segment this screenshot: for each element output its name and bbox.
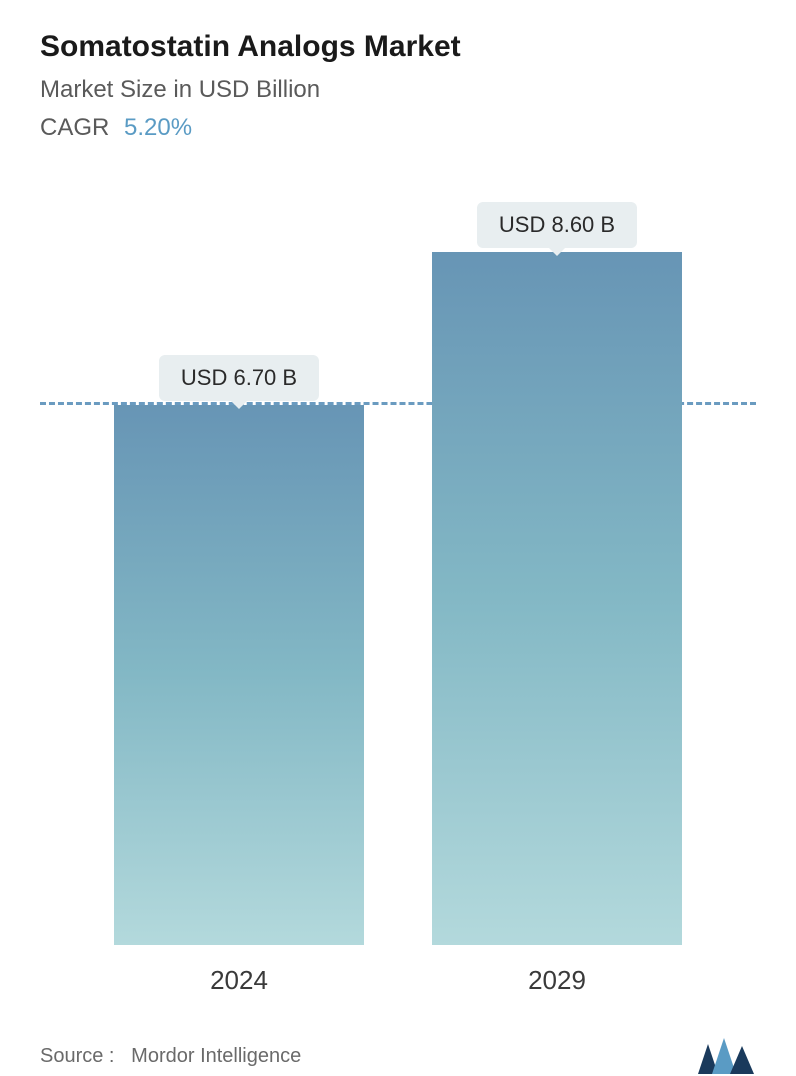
- cagr-label: CAGR: [40, 114, 109, 141]
- x-label-1: 2029: [432, 965, 682, 996]
- source-label: Source :: [40, 1045, 114, 1067]
- logo-svg: [696, 1036, 756, 1076]
- mordor-logo-icon: [696, 1036, 756, 1076]
- bar-group-1: USD 8.60 B: [432, 202, 682, 945]
- bar-label-1: USD 8.60 B: [477, 202, 637, 248]
- bar-1: [432, 252, 682, 945]
- cagr-value: 5.20%: [124, 114, 192, 141]
- bar-0: [114, 405, 364, 945]
- source-name: Mordor Intelligence: [131, 1045, 301, 1067]
- chart-title: Somatostatin Analogs Market: [40, 30, 756, 64]
- x-axis-labels: 2024 2029: [40, 945, 756, 996]
- chart-container: Somatostatin Analogs Market Market Size …: [0, 0, 796, 1034]
- chart-subtitle: Market Size in USD Billion: [40, 76, 756, 104]
- chart-area: USD 6.70 B USD 8.60 B 2024 2029: [40, 202, 756, 996]
- chart-footer: Source : Mordor Intelligence: [40, 1006, 756, 1076]
- chart-header: Somatostatin Analogs Market Market Size …: [40, 30, 756, 142]
- source-text: Source : Mordor Intelligence: [40, 1045, 301, 1068]
- bar-group-0: USD 6.70 B: [114, 355, 364, 945]
- cagr-line: CAGR 5.20%: [40, 114, 756, 142]
- bar-label-0: USD 6.70 B: [159, 355, 319, 401]
- bars-container: USD 6.70 B USD 8.60 B: [40, 202, 756, 945]
- x-label-0: 2024: [114, 965, 364, 996]
